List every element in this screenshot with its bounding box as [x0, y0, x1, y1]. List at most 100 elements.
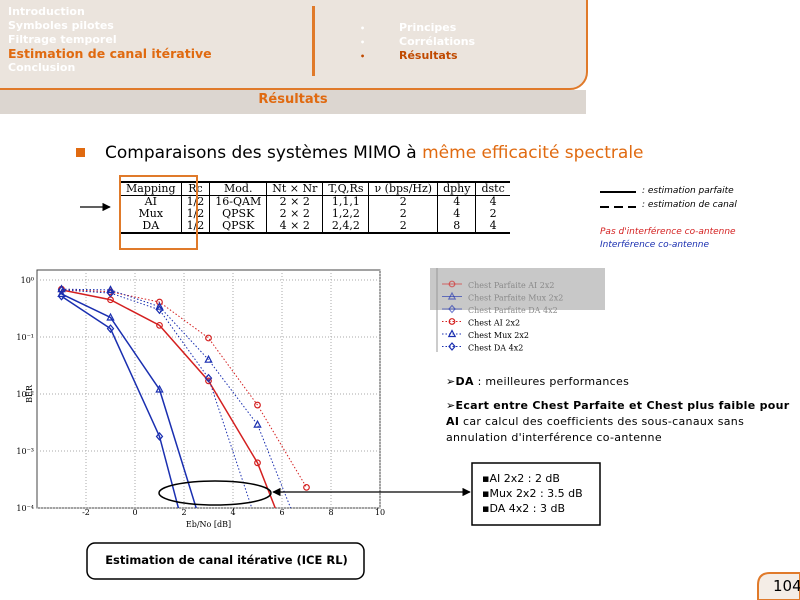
nav-section: Estimation de canal itérative: [8, 46, 212, 61]
series-line: [61, 289, 253, 508]
table-cell: 2,4,2: [322, 220, 369, 234]
table-cell: 1/2: [180, 208, 210, 220]
heading-highlight: même efficacité spectrale: [422, 143, 644, 163]
table: Mapping Rc Mod. Nt × Nr T,Q,Rs ν (bps/Hz) dphy…: [121, 181, 510, 234]
gains: AI 2x2 : 2 dBMux 2x2 : 3.5 dBDA 4x2 : 3 …: [482, 471, 583, 516]
y-tick-label: 10⁻³: [16, 447, 34, 456]
note: Interférence co-antenne: [600, 240, 710, 250]
y-axis-label: BER: [25, 384, 34, 403]
data-point: [155, 305, 164, 315]
plot-area: [57, 284, 310, 591]
table-cell: Mux: [138, 207, 164, 220]
legend-marker: [448, 280, 456, 288]
heading: Comparaisons des systèmes MIMO à même ef…: [105, 143, 644, 163]
y-tick-label: 10⁻²: [16, 390, 34, 399]
heading-text: Comparaisons des systèmes MIMO à: [105, 143, 417, 163]
series-line: [61, 295, 180, 508]
table-header: Rc: [180, 181, 210, 196]
legend-text: : estimation parfaite: [642, 186, 734, 196]
nav-subsection: Résultats: [399, 49, 458, 62]
data-point: [156, 321, 163, 329]
table-cell: 4 × 2: [266, 220, 323, 234]
table-header: dphy: [437, 181, 476, 196]
data-point: [304, 585, 310, 591]
data-point: [106, 312, 115, 321]
x-tick-label: 10: [375, 508, 385, 517]
caption: Estimation de canal itérative (ICE RL): [105, 553, 348, 567]
table-cell: QPSK: [209, 220, 267, 234]
legend-label: Chest AI 2x2: [468, 319, 520, 328]
series-line: [61, 293, 197, 508]
table-header: dstc: [475, 181, 510, 196]
gain: AI 2x2 : 2 dB: [482, 471, 583, 486]
table-row: AI 1/2 16-QAM 2 × 2 1,1,1 2 4 4: [121, 195, 510, 208]
series-line: [61, 288, 292, 508]
bullet: [76, 148, 85, 157]
data-point: [253, 419, 262, 428]
data-point: [204, 354, 213, 363]
table-cell: 2: [368, 208, 438, 220]
data-point: [155, 432, 164, 441]
x-tick-label: 0: [132, 508, 137, 517]
x-tick-label: 4: [230, 508, 235, 517]
legend-label: Chest Mux 2x2: [468, 331, 529, 340]
nav-subsection-row: • Corrélations: [360, 35, 475, 49]
table-header: Mod.: [209, 181, 267, 196]
table-cell: 4: [475, 220, 510, 234]
section-title: Résultats: [258, 92, 328, 107]
nav-section: Symboles pilotes: [8, 19, 114, 32]
nav-subsection-row: • Résultats: [360, 49, 475, 63]
data-point: [254, 401, 261, 409]
data-point: [205, 544, 211, 550]
remark-bold: Ecart entre Chest Parfaite et Chest plus…: [446, 399, 790, 428]
plot-frame: [36, 269, 381, 509]
nav-section: Conclusion: [8, 61, 76, 74]
data-point: [255, 522, 261, 529]
data-point: [106, 288, 115, 298]
remark: Ecart entre Chest Parfaite et Chest plus…: [446, 398, 791, 446]
note: Pas d'interférence co-antenne: [600, 227, 736, 237]
legend-label: Chest Parfaite Mux 2x2: [468, 294, 563, 303]
nav-section: Filtrage temporel: [8, 33, 117, 46]
gains-box: [471, 462, 601, 526]
table-cell: 1,1,1: [322, 195, 369, 208]
x-tick-label: 6: [279, 508, 284, 517]
legend-shade: [430, 268, 605, 310]
data-point: [106, 324, 115, 334]
table-header-row: Mapping Rc Mod. Nt × Nr T,Q,Rs ν (bps/Hz) dphy…: [121, 181, 510, 196]
nav-subsection: Corrélations: [399, 35, 476, 48]
ellipse: [158, 480, 272, 506]
gain: DA 4x2 : 3 dB: [482, 501, 583, 516]
table-row: Mux 1/2 QPSK 2 × 2 1,2,2 2 4 2: [121, 208, 510, 220]
legend-marker: [447, 291, 457, 300]
table-header: T,Q,Rs: [322, 181, 369, 196]
table-header: Nt × Nr: [266, 181, 323, 196]
table-cell: 16-QAM: [209, 195, 267, 208]
legend-label: Chest DA 4x2: [468, 344, 523, 353]
table-cell: 1/2: [180, 220, 210, 234]
remark: DA : meilleures performances: [446, 374, 791, 390]
table-cell: DA: [121, 220, 182, 234]
nav-sections: Introduction Symboles pilotes Filtrage tem…: [8, 5, 212, 75]
legend-marker: [448, 342, 456, 351]
data-point: [155, 301, 164, 310]
nav-bullet: •: [360, 38, 366, 47]
y-tick-label: 10⁻⁴: [16, 504, 34, 513]
nav-subsection: Principes: [399, 21, 457, 34]
table-cell: 2 × 2: [266, 195, 323, 208]
table-cell: 4: [437, 195, 476, 208]
table-cell: 2: [368, 220, 438, 234]
legend-marker: [448, 304, 456, 314]
page-tab: [757, 572, 800, 600]
data-point: [57, 285, 66, 295]
table-cell: 4: [437, 208, 476, 220]
data-point: [204, 373, 213, 383]
table-cell: 2: [475, 208, 510, 220]
nav-subsection-row: • Principes: [360, 21, 475, 35]
table-cell: 2 × 2: [266, 208, 323, 220]
remark-bold: DA: [455, 375, 474, 388]
data-point: [156, 298, 163, 306]
x-tick-label: 2: [181, 508, 186, 517]
